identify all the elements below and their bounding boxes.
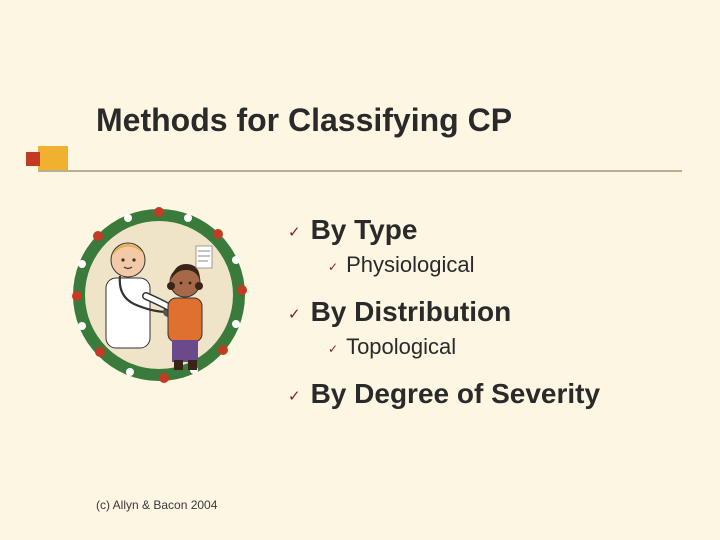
bullet-lvl1: ✓ By Type [288, 214, 708, 246]
check-icon: ✓ [288, 223, 301, 241]
bullet-lvl1: ✓ By Degree of Severity [288, 378, 708, 410]
title-underline [38, 170, 682, 172]
copyright-footer: (c) Allyn & Bacon 2004 [96, 498, 217, 512]
bullet-label: By Type [311, 214, 418, 246]
bullet-label: By Degree of Severity [311, 378, 600, 410]
check-icon: ✓ [328, 342, 338, 356]
bullet-lvl1: ✓ By Distribution [288, 296, 708, 328]
bullet-lvl2: ✓ Topological [328, 334, 708, 360]
bullet-sublabel: Physiological [346, 252, 474, 278]
slide-title: Methods for Classifying CP [96, 102, 512, 139]
check-icon: ✓ [288, 387, 301, 405]
doctor-child-illustration [68, 200, 250, 390]
check-icon: ✓ [328, 260, 338, 274]
bullet-lvl2: ✓ Physiological [328, 252, 708, 278]
title-accent-bar [38, 146, 68, 170]
check-icon: ✓ [288, 305, 301, 323]
bullet-label: By Distribution [311, 296, 512, 328]
bullet-list: ✓ By Type ✓ Physiological ✓ By Distribut… [288, 214, 708, 416]
bullet-sublabel: Topological [346, 334, 456, 360]
